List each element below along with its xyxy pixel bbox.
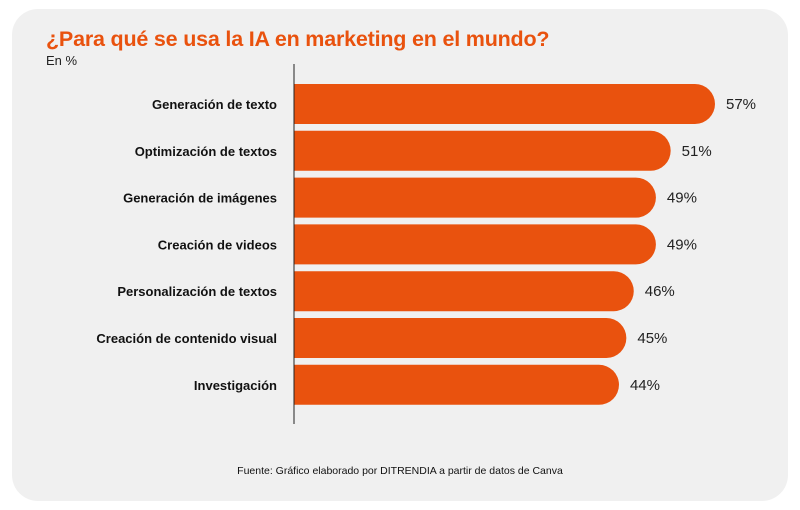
bar bbox=[294, 84, 715, 124]
bar bbox=[294, 224, 656, 265]
value-label: 49% bbox=[667, 236, 697, 253]
category-label: Generación de imágenes bbox=[123, 191, 277, 206]
category-label: Personalización de textos bbox=[117, 284, 277, 299]
value-label: 46% bbox=[645, 283, 675, 300]
bar bbox=[294, 130, 671, 171]
bar bbox=[294, 271, 634, 312]
category-label: Creación de contenido visual bbox=[96, 331, 277, 346]
value-label: 51% bbox=[682, 143, 712, 160]
bar bbox=[294, 318, 627, 358]
value-label: 57% bbox=[726, 96, 756, 113]
bar bbox=[294, 364, 619, 405]
bar-group: Generación de texto 57% Optimización de te… bbox=[96, 84, 756, 405]
category-label: Creación de videos bbox=[158, 237, 277, 252]
category-label: Optimización de textos bbox=[135, 144, 277, 159]
source-note: Fuente: Gráfico elaborado por DITRENDIA … bbox=[237, 465, 563, 477]
chart-subtitle: En % bbox=[46, 53, 78, 68]
value-label: 44% bbox=[630, 377, 660, 394]
value-label: 49% bbox=[667, 190, 697, 207]
category-label: Generación de texto bbox=[152, 97, 277, 112]
value-label: 45% bbox=[637, 330, 667, 347]
bar bbox=[294, 177, 656, 218]
category-label: Investigación bbox=[194, 378, 277, 393]
chart-title: ¿Para qué se usa la IA en marketing en e… bbox=[46, 27, 550, 51]
